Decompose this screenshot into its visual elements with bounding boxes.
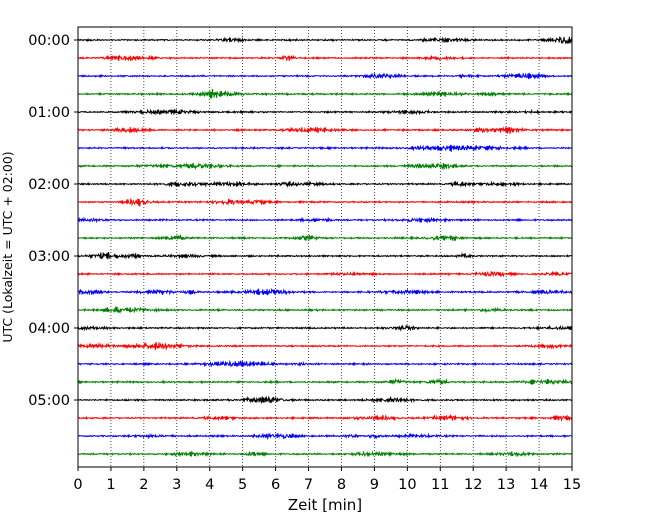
trace-line-9 (77, 180, 572, 188)
x-tick-label-10: 10 (398, 477, 416, 493)
y-axis-label: UTC (Lokalzeit = UTC + 02:00) (0, 151, 15, 342)
trace-line-6 (77, 126, 573, 134)
y-tick-label-03:00: 03:00 (28, 249, 70, 265)
x-tick-label-9: 9 (370, 477, 379, 493)
y-tick-label-00:00: 00:00 (28, 33, 70, 49)
x-tick-label-15: 15 (563, 477, 581, 493)
y-tick-label-02:00: 02:00 (28, 177, 70, 193)
x-axis: 0 1 2 3 4 5 6 7 8 9 10 11 12 13 14 15 (73, 467, 581, 493)
x-tick-label-5: 5 (238, 477, 247, 493)
traces (77, 36, 573, 458)
trace-line-21 (77, 395, 573, 404)
x-tick-label-4: 4 (205, 477, 214, 493)
trace-line-18 (77, 341, 573, 350)
trace-line-20 (77, 377, 573, 386)
trace-line-11 (77, 216, 573, 224)
y-tick-label-05:00: 05:00 (28, 393, 70, 409)
x-tick-label-11: 11 (431, 477, 449, 493)
trace-line-13 (77, 251, 573, 260)
trace-line-22 (77, 413, 573, 422)
x-tick-label-1: 1 (106, 477, 115, 493)
trace-line-4 (78, 88, 573, 99)
trace-line-3 (77, 72, 573, 80)
trace-line-24 (77, 450, 572, 458)
y-axis: 00:00 01:00 02:00 03:00 04:00 05:00 (28, 33, 78, 409)
trace-line-14 (77, 270, 573, 278)
trace-line-19 (77, 359, 573, 368)
trace-line-23 (77, 432, 572, 441)
trace-line-7 (77, 144, 573, 152)
x-tick-label-14: 14 (530, 477, 548, 493)
trace-line-8 (77, 162, 573, 170)
trace-line-1 (77, 36, 573, 45)
x-tick-label-0: 0 (73, 477, 82, 493)
x-tick-label-12: 12 (464, 477, 482, 493)
trace-line-2 (77, 54, 572, 62)
x-tick-label-7: 7 (304, 477, 313, 493)
grid-lines (110, 27, 540, 467)
x-tick-label-3: 3 (172, 477, 181, 493)
trace-line-16 (77, 306, 573, 314)
trace-line-5 (77, 108, 572, 116)
trace-line-17 (77, 324, 573, 332)
y-tick-label-04:00: 04:00 (28, 321, 70, 337)
x-axis-label: Zeit [min] (288, 496, 362, 514)
plot-frame (77, 26, 573, 468)
x-tick-label-8: 8 (337, 477, 346, 493)
x-tick-label-2: 2 (139, 477, 148, 493)
trace-line-15 (77, 287, 573, 296)
trace-line-10 (77, 197, 572, 207)
trace-line-12 (77, 233, 573, 242)
x-tick-label-6: 6 (271, 477, 280, 493)
x-tick-label-13: 13 (497, 477, 515, 493)
y-tick-label-01:00: 01:00 (28, 105, 70, 121)
